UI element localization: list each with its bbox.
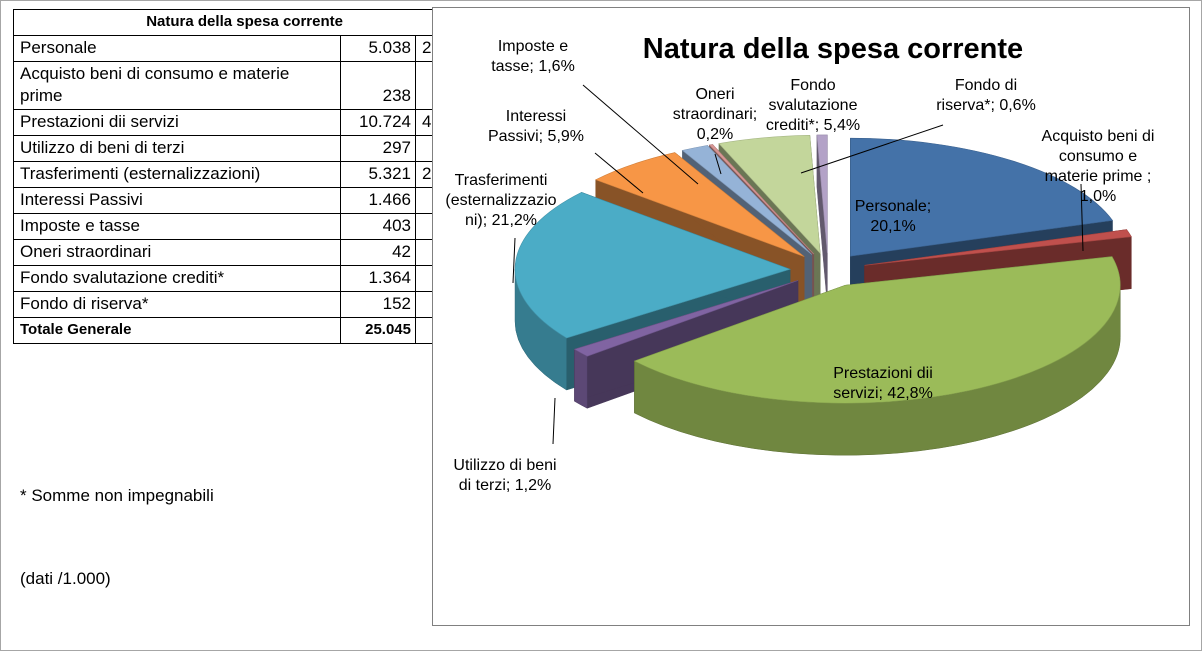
pie-slice: [573, 280, 799, 357]
table-header-row: Natura della spesa corrente: [12, 9, 476, 36]
data-label-line: 20,1%: [870, 218, 915, 235]
total-row: Totale Generale 25.045: [13, 317, 476, 344]
data-label: Interessi Passivi; 5,9%: [488, 108, 584, 145]
row-label: Prestazioni dii servizi: [13, 109, 341, 136]
data-label-line: Fondo di: [955, 77, 1017, 94]
data-label-line: 1,0%: [1080, 188, 1116, 205]
row-value: 1.466: [340, 187, 416, 214]
data-label-line: ni); 21,2%: [465, 212, 537, 229]
leader-line: [800, 124, 944, 174]
table-row: Utilizzo di beni di terzi2971,2%: [13, 135, 476, 162]
data-table: Natura della spesa corrente Personale 5.0…: [12, 9, 476, 344]
table-row: Trasferimenti (esternalizzazioni)5.32121…: [13, 161, 476, 188]
row-label: Fondo svalutazione crediti*: [13, 265, 341, 292]
data-label-line: svalutazione: [769, 97, 858, 114]
total-value: 25.045: [340, 317, 416, 344]
total-label: Totale Generale: [13, 317, 341, 344]
row-label: Oneri straordinari: [13, 239, 341, 266]
pie-slice: [718, 135, 821, 255]
pie-slice: [850, 137, 1114, 257]
data-label-line: consumo e: [1059, 148, 1137, 165]
pie-slice: [864, 229, 1132, 266]
units-note: (dati /1.000): [20, 569, 111, 588]
row-value: 297: [340, 135, 416, 162]
data-label-line: crediti*; 5,4%: [766, 117, 860, 134]
data-label-line: riserva*; 0,6%: [936, 97, 1036, 114]
row-value: 238: [340, 61, 416, 110]
row-label: Personale: [13, 35, 341, 62]
row-value: 42: [340, 239, 416, 266]
table-row: Oneri straordinari420,2%: [13, 239, 476, 266]
row-label: Utilizzo di beni di terzi: [13, 135, 341, 162]
data-label-line: Interessi: [506, 108, 566, 125]
pie-chart-area: Natura della spesa corrente Personale; 20…: [432, 7, 1190, 626]
data-label-line: Acquisto beni di: [1042, 128, 1155, 145]
row-value: 152: [340, 291, 416, 318]
row-label: Interessi Passivi: [13, 187, 341, 214]
row-value: 5.321: [340, 161, 416, 188]
row-value: 10.724: [340, 109, 416, 136]
data-label-line: Passivi; 5,9%: [488, 128, 584, 145]
pie-slice: [681, 145, 813, 255]
data-label: Oneri straordinari; 0,2%: [673, 86, 757, 143]
row-value: 403: [340, 213, 416, 240]
data-label-line: Fondo: [790, 77, 835, 94]
row-label: Trasferimenti (esternalizzazioni): [13, 161, 341, 188]
footnote: * Somme non impegnabili: [20, 486, 214, 505]
leader-line: [512, 237, 516, 284]
leader-line: [1080, 183, 1084, 252]
data-label-line: Trasferimenti: [455, 172, 548, 189]
data-label: Prestazioni dii servizi; 42,8%: [833, 365, 933, 402]
chart-title: Natura della spesa corrente: [643, 33, 1023, 65]
pie-slice: [633, 256, 1121, 404]
row-value: 5.038: [340, 35, 416, 62]
data-label: Utilizzo di beni di terzi; 1,2%: [453, 457, 556, 494]
data-label-line: Oneri: [695, 86, 734, 103]
leader-line: [552, 397, 556, 445]
data-label-line: Prestazioni dii: [833, 365, 933, 382]
data-label-line: tasse; 1,6%: [491, 58, 575, 75]
leader-line: [714, 153, 722, 175]
data-label-line: Imposte e: [498, 38, 568, 55]
pie-chart: Natura della spesa corrente Personale; 20…: [445, 33, 1155, 494]
leader-line: [582, 84, 699, 185]
data-label-line: (esternalizzazio: [445, 192, 556, 209]
table-row: Fondo di riserva*1520,6%: [13, 291, 476, 318]
pie-slice: [708, 144, 815, 255]
pie-slice: [594, 152, 805, 257]
pie-slice: [816, 134, 828, 253]
data-label: Trasferimenti (esternalizzazio ni); 21,2%: [445, 172, 556, 229]
data-label-line: materie prime ;: [1045, 168, 1152, 185]
pie-slice: [514, 192, 791, 339]
table-row: Acquisto beni di consumo e materie prime…: [13, 61, 476, 110]
data-label-line: Personale;: [855, 198, 932, 215]
row-label: Fondo di riserva*: [13, 291, 341, 318]
table-row: Fondo svalutazione crediti*1.3645,4%: [13, 265, 476, 292]
row-label: Imposte e tasse: [13, 213, 341, 240]
data-label-line: straordinari;: [673, 106, 757, 123]
leader-line: [594, 152, 644, 194]
data-label-line: servizi; 42,8%: [833, 385, 933, 402]
pie-slice-side: [574, 348, 588, 409]
data-label: Fondo di riserva*; 0,6%: [936, 77, 1036, 114]
data-label-line: Utilizzo di beni: [453, 457, 556, 474]
row-label: Acquisto beni di consumo e materie prime: [13, 61, 341, 110]
data-label-line: 0,2%: [697, 126, 733, 143]
table-header: Natura della spesa corrente: [12, 9, 476, 36]
data-label: Imposte e tasse; 1,6%: [491, 38, 575, 75]
data-label-line: di terzi; 1,2%: [459, 477, 551, 494]
data-label: Acquisto beni di consumo e materie prime ;…: [1042, 128, 1155, 205]
row-value: 1.364: [340, 265, 416, 292]
data-label: Fondo svalutazione crediti*; 5,4%: [766, 77, 860, 134]
data-label: Personale; 20,1%: [855, 198, 932, 235]
table-row: Imposte e tasse4031,6%: [13, 213, 476, 240]
